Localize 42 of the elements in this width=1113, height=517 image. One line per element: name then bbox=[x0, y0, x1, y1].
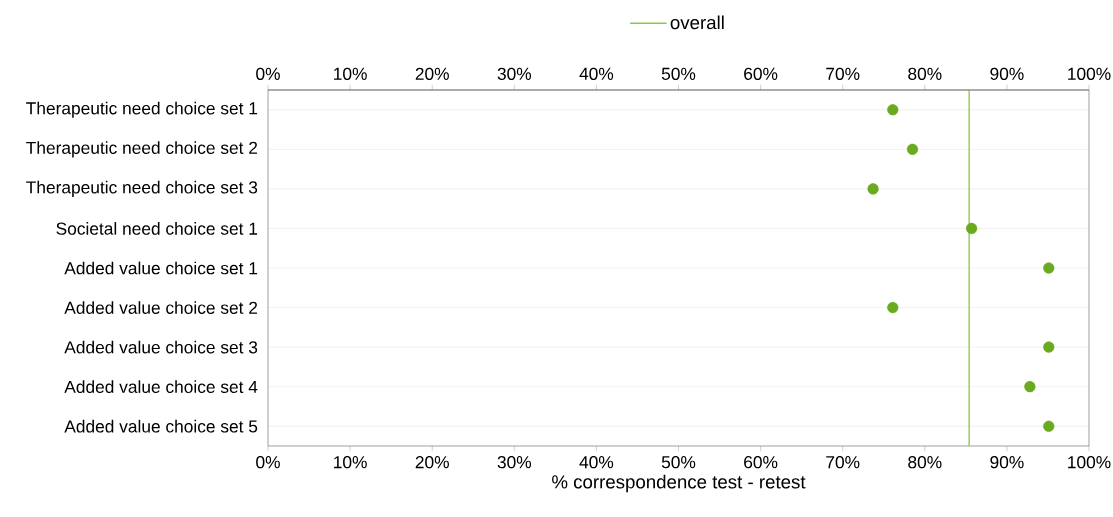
x-tick-label: 80% bbox=[908, 456, 942, 469]
x2-tick-label: 0% bbox=[256, 67, 280, 80]
x2-tick-label: 70% bbox=[826, 67, 860, 80]
point bbox=[1043, 420, 1055, 432]
x2-tick-label: 20% bbox=[415, 67, 449, 80]
x-tick-label: 70% bbox=[826, 456, 860, 469]
x2-tick-label: 50% bbox=[661, 67, 696, 80]
legend-label: overall bbox=[670, 15, 724, 30]
x-tick-label: 40% bbox=[579, 456, 614, 469]
x2-tick-label: 100% bbox=[1068, 67, 1111, 80]
y-tick-label: Societal need choice set 1 bbox=[56, 222, 258, 235]
x2-tick-label: 40% bbox=[579, 67, 614, 80]
x-tick-label: 10% bbox=[334, 456, 367, 469]
point bbox=[1024, 381, 1036, 393]
point bbox=[1043, 262, 1055, 274]
x-tick-label: 90% bbox=[990, 456, 1024, 469]
x-tick-label: 0% bbox=[256, 456, 280, 469]
x2-tick-label: 90% bbox=[990, 67, 1024, 80]
point bbox=[965, 222, 978, 235]
point bbox=[1043, 341, 1055, 353]
y-tick-label: Added value choice set 2 bbox=[64, 301, 258, 314]
x-tick-label: 50% bbox=[661, 456, 696, 469]
point bbox=[906, 143, 919, 155]
y-tick-label: Added value choice set 5 bbox=[64, 419, 258, 433]
point bbox=[867, 183, 879, 195]
y-tick-label: Added value choice set 4 bbox=[64, 380, 258, 394]
x-tick-label: 20% bbox=[415, 456, 449, 469]
y-tick-label: Added value choice set 3 bbox=[64, 340, 258, 354]
x2-tick-label: 10% bbox=[334, 67, 367, 80]
x2-tick-label: 30% bbox=[497, 67, 532, 80]
y-tick-label: Therapeutic need choice set 3 bbox=[26, 180, 258, 197]
y-tick-label: Therapeutic need choice set 2 bbox=[26, 141, 258, 158]
x2-tick-label: 60% bbox=[744, 67, 778, 80]
x2-tick-label: 80% bbox=[908, 67, 942, 80]
y-tick-label: Therapeutic need choice set 1 bbox=[26, 101, 258, 118]
point bbox=[887, 104, 899, 116]
x-tick-label: 60% bbox=[744, 456, 778, 469]
y-tick-label: Added value choice set 1 bbox=[64, 261, 258, 275]
x-tick-label: 100% bbox=[1068, 456, 1111, 469]
x-axis-title: % correspondence test - retest bbox=[552, 474, 806, 493]
point bbox=[887, 301, 899, 314]
x-tick-label: 30% bbox=[497, 456, 532, 469]
